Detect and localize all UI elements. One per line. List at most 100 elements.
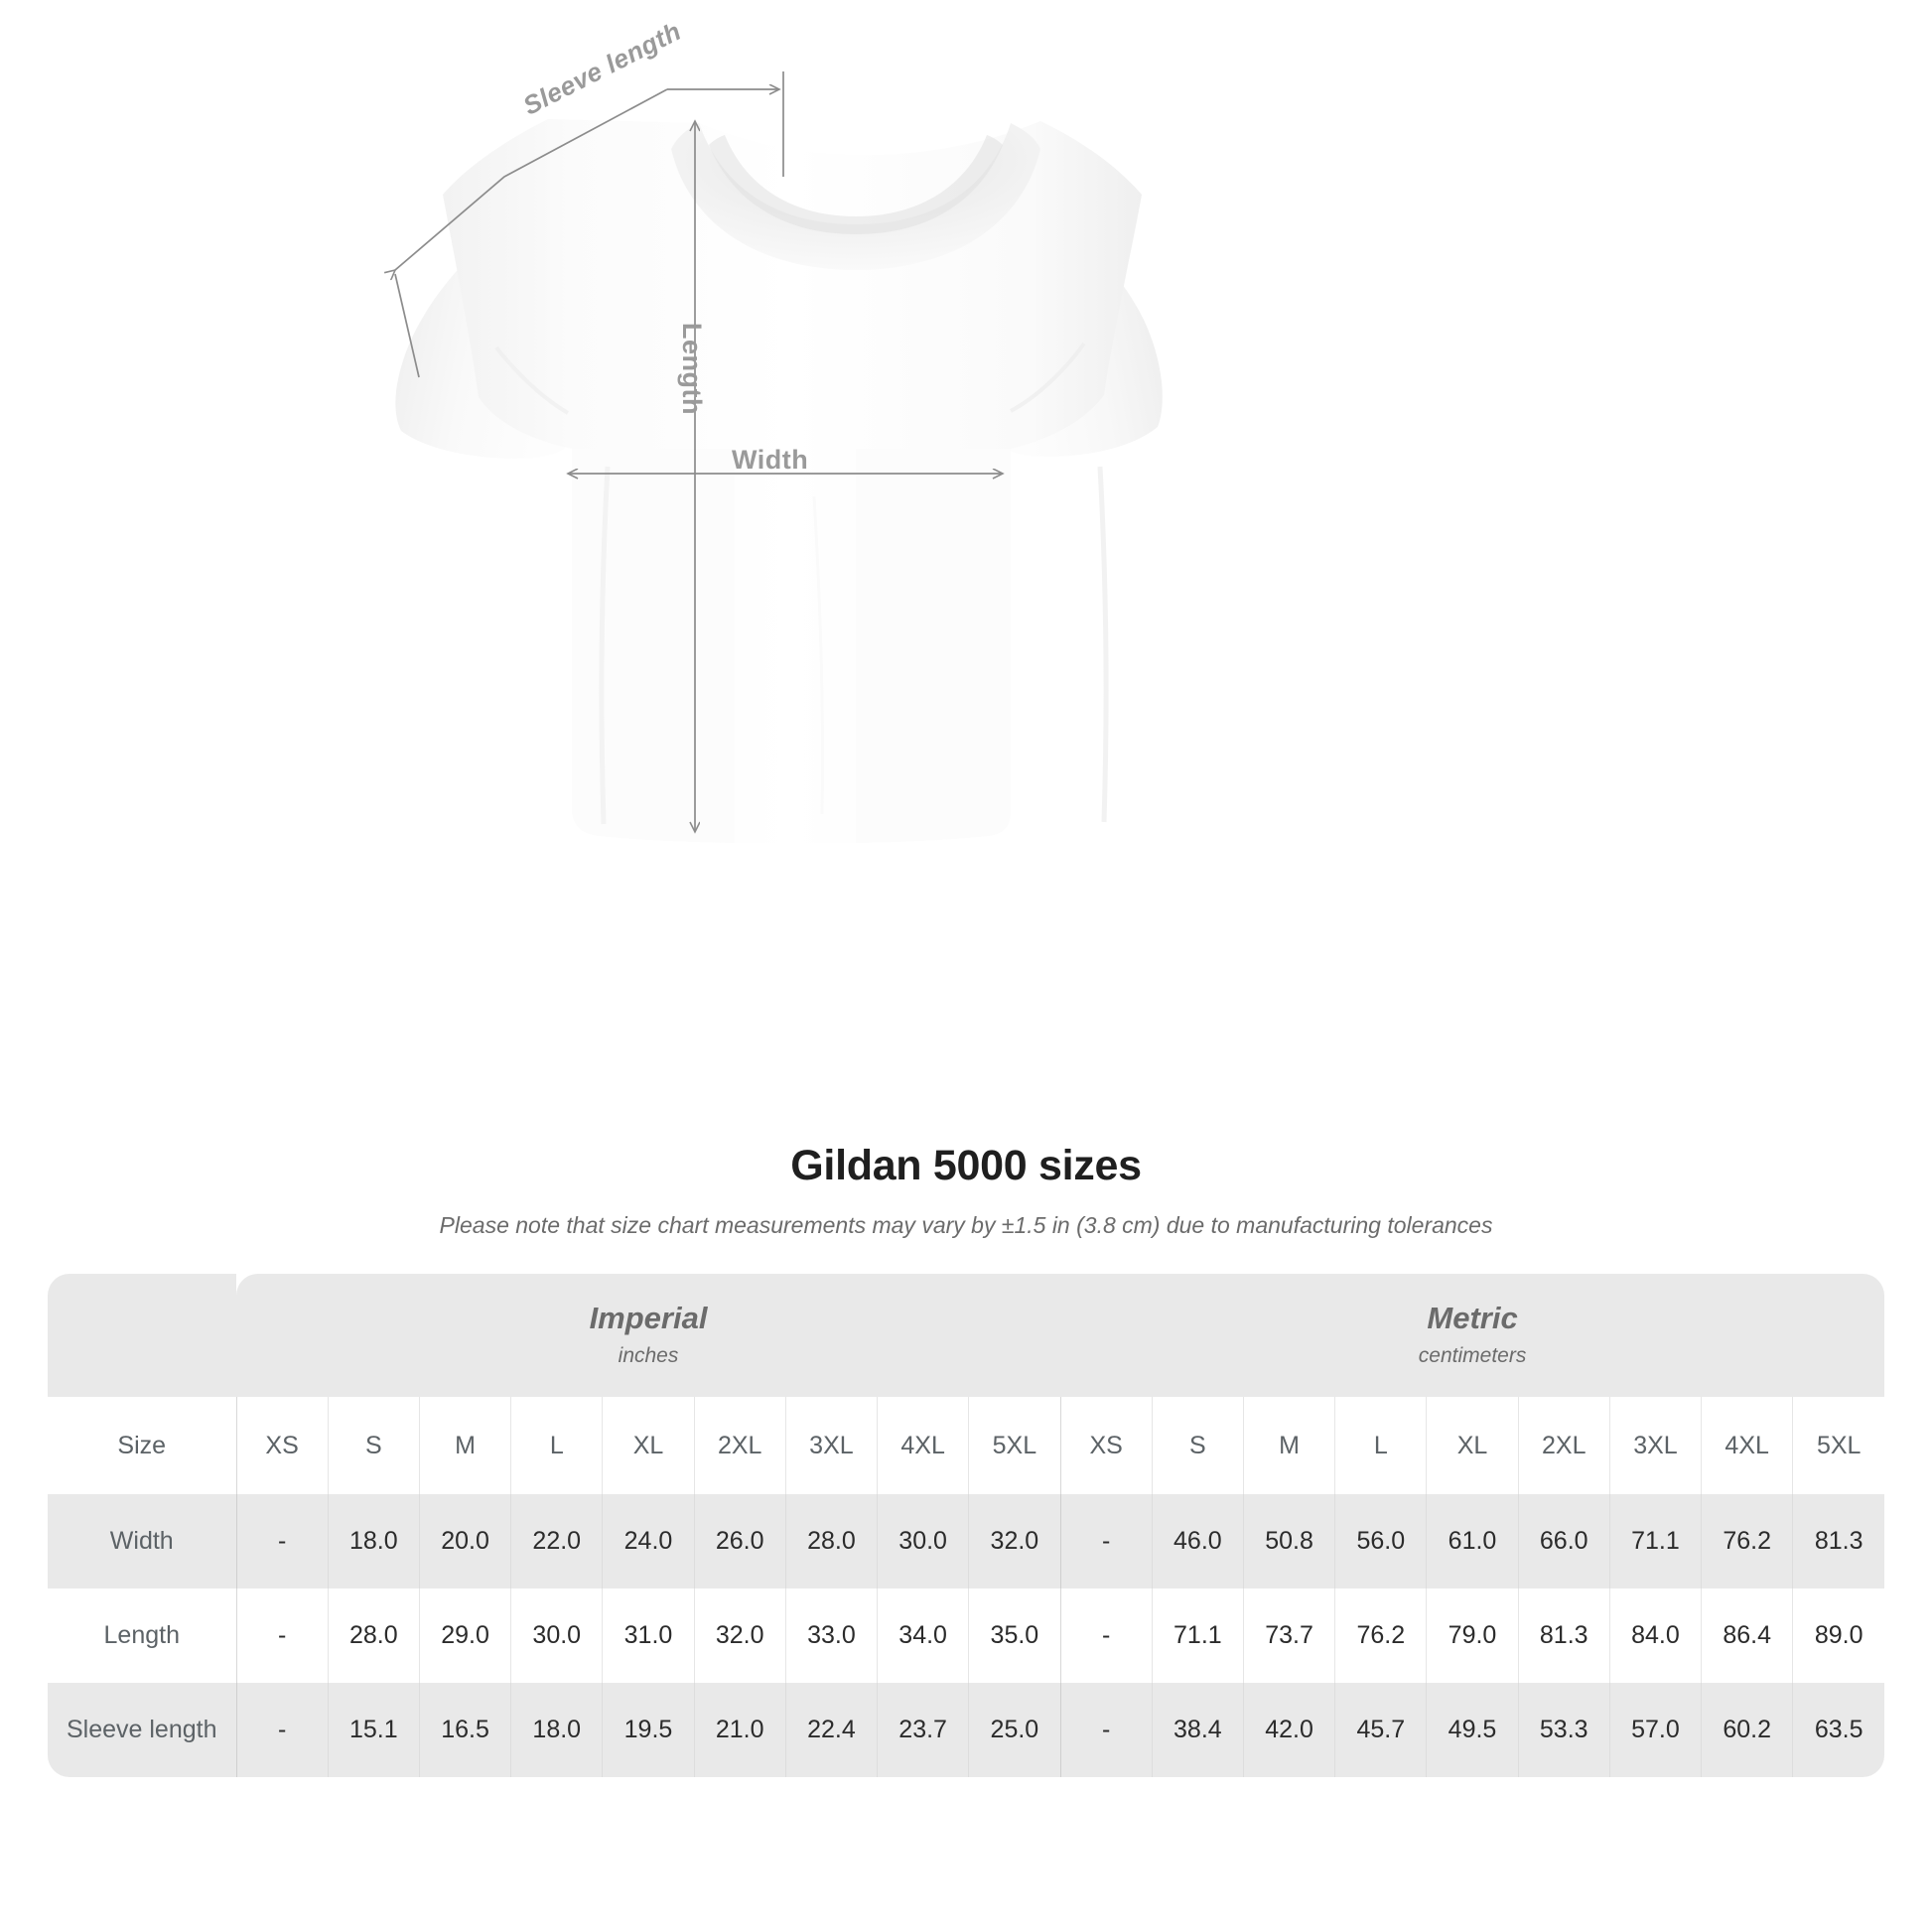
- sleeve-arrow-diagonal: [395, 88, 668, 270]
- size-header-metric-xl: XL: [1426, 1397, 1519, 1494]
- cell-length-imperial-s: 28.0: [327, 1588, 420, 1683]
- row-label-length: Length: [48, 1588, 236, 1683]
- size-header-imperial-xl: XL: [602, 1397, 695, 1494]
- cell-length-imperial-xs: -: [235, 1588, 329, 1683]
- width-label: Width: [732, 445, 809, 475]
- cell-sleeve-length-imperial-3xl: 22.4: [784, 1683, 878, 1777]
- cell-width-metric-5xl: 81.3: [1792, 1494, 1885, 1588]
- cell-length-metric-xl: 79.0: [1426, 1588, 1519, 1683]
- measurement-annotations: [395, 71, 1003, 832]
- page-title: Gildan 5000 sizes: [790, 1142, 1142, 1189]
- cell-width-imperial-4xl: 30.0: [877, 1494, 969, 1588]
- cell-sleeve-length-imperial-l: 18.0: [510, 1683, 603, 1777]
- cell-length-metric-s: 71.1: [1151, 1588, 1244, 1683]
- cell-length-imperial-3xl: 33.0: [784, 1588, 878, 1683]
- cell-width-metric-xl: 61.0: [1426, 1494, 1519, 1588]
- cell-width-imperial-s: 18.0: [327, 1494, 420, 1588]
- unit-sub-metric: centimeters: [1418, 1343, 1527, 1367]
- tolerance-note: Please note that size chart measurements…: [439, 1212, 1493, 1238]
- cell-width-metric-2xl: 66.0: [1517, 1494, 1610, 1588]
- tshirt-diagram: Sleeve length Length Width: [0, 16, 1163, 844]
- size-header-metric-2xl: 2XL: [1517, 1397, 1610, 1494]
- cell-sleeve-length-metric-s: 38.4: [1151, 1683, 1244, 1777]
- cell-length-metric-4xl: 86.4: [1701, 1588, 1793, 1683]
- cell-sleeve-length-metric-xs: -: [1059, 1683, 1153, 1777]
- cell-sleeve-length-imperial-4xl: 23.7: [877, 1683, 969, 1777]
- cell-length-metric-5xl: 89.0: [1792, 1588, 1885, 1683]
- size-header-imperial-m: M: [418, 1397, 511, 1494]
- cell-width-metric-l: 56.0: [1334, 1494, 1427, 1588]
- cell-length-imperial-4xl: 34.0: [877, 1588, 969, 1683]
- unit-name-metric: Metric: [1427, 1301, 1518, 1336]
- length-label: Length: [677, 323, 707, 415]
- shirt-body-shape: [395, 119, 1163, 844]
- cell-sleeve-length-imperial-xl: 19.5: [602, 1683, 695, 1777]
- sleeve-leader: [394, 273, 420, 378]
- cell-width-metric-m: 50.8: [1242, 1494, 1335, 1588]
- cell-length-metric-2xl: 81.3: [1517, 1588, 1610, 1683]
- size-header-label: Size: [48, 1397, 236, 1494]
- cell-sleeve-length-imperial-2xl: 21.0: [693, 1683, 786, 1777]
- cell-width-imperial-xs: -: [235, 1494, 329, 1588]
- cell-width-imperial-5xl: 32.0: [968, 1494, 1061, 1588]
- size-header-metric-m: M: [1242, 1397, 1335, 1494]
- cell-sleeve-length-metric-xl: 49.5: [1426, 1683, 1519, 1777]
- size-header-metric-3xl: 3XL: [1608, 1397, 1702, 1494]
- cell-width-metric-xs: -: [1059, 1494, 1153, 1588]
- cell-width-imperial-xl: 24.0: [602, 1494, 695, 1588]
- unit-sub-imperial: inches: [618, 1343, 679, 1367]
- size-header-metric-l: L: [1334, 1397, 1427, 1494]
- cell-sleeve-length-imperial-s: 15.1: [327, 1683, 420, 1777]
- cell-sleeve-length-metric-5xl: 63.5: [1792, 1683, 1885, 1777]
- cell-sleeve-length-imperial-5xl: 25.0: [968, 1683, 1061, 1777]
- size-header-imperial-xs: XS: [235, 1397, 329, 1494]
- cell-sleeve-length-metric-2xl: 53.3: [1517, 1683, 1610, 1777]
- cell-length-imperial-5xl: 35.0: [968, 1588, 1061, 1683]
- cell-sleeve-length-metric-l: 45.7: [1334, 1683, 1427, 1777]
- unit-header-imperial: Imperial inches: [236, 1274, 1061, 1397]
- cell-width-metric-s: 46.0: [1151, 1494, 1244, 1588]
- size-header-metric-4xl: 4XL: [1701, 1397, 1793, 1494]
- cell-length-imperial-l: 30.0: [510, 1588, 603, 1683]
- cell-width-metric-4xl: 76.2: [1701, 1494, 1793, 1588]
- size-chart-heading: Gildan 5000 sizes Please note that size …: [0, 1142, 1932, 1239]
- cell-length-imperial-2xl: 32.0: [693, 1588, 786, 1683]
- cell-sleeve-length-metric-4xl: 60.2: [1701, 1683, 1793, 1777]
- size-header-imperial-s: S: [327, 1397, 420, 1494]
- size-header-metric-5xl: 5XL: [1792, 1397, 1885, 1494]
- table-row: Width -18.0 20.0 22.0 24.0 26.0 28.0 30.0 32.0-4…: [48, 1494, 1885, 1588]
- size-header-metric-xs: XS: [1059, 1397, 1153, 1494]
- size-table-body: Width -18.0 20.0 22.0 24.0 26.0 28.0 30.0 32.0-4…: [48, 1494, 1885, 1777]
- unit-header-row: Imperial inches Metric centimeters: [48, 1274, 1885, 1397]
- cell-width-metric-3xl: 71.1: [1608, 1494, 1702, 1588]
- size-chart-table-wrap: Imperial inches Metric centimeters Size X…: [48, 1274, 1885, 1777]
- cell-length-imperial-m: 29.0: [418, 1588, 511, 1683]
- size-header-imperial-5xl: 5XL: [968, 1397, 1061, 1494]
- row-label-sleeve-length: Sleeve length: [48, 1683, 236, 1777]
- size-header-imperial-2xl: 2XL: [693, 1397, 786, 1494]
- unit-header-metric: Metric centimeters: [1060, 1274, 1885, 1397]
- cell-width-imperial-l: 22.0: [510, 1494, 603, 1588]
- size-chart-table: Imperial inches Metric centimeters Size X…: [48, 1274, 1885, 1777]
- cell-length-metric-l: 76.2: [1334, 1588, 1427, 1683]
- cell-sleeve-length-metric-3xl: 57.0: [1608, 1683, 1702, 1777]
- size-header-imperial-3xl: 3XL: [784, 1397, 878, 1494]
- unit-header-corner: [48, 1274, 236, 1397]
- size-header-row: Size XS S M L XL 2XL 3XL 4XL 5XL XS S M L XL 2XL 3XL 4XL 5…: [48, 1397, 1885, 1494]
- size-header-imperial-l: L: [510, 1397, 603, 1494]
- tshirt-illustration: [0, 71, 1163, 844]
- cell-width-imperial-m: 20.0: [418, 1494, 511, 1588]
- cell-length-metric-3xl: 84.0: [1608, 1588, 1702, 1683]
- cell-sleeve-length-metric-m: 42.0: [1242, 1683, 1335, 1777]
- cell-sleeve-length-imperial-m: 16.5: [418, 1683, 511, 1777]
- unit-name-imperial: Imperial: [589, 1301, 708, 1336]
- cell-width-imperial-3xl: 28.0: [784, 1494, 878, 1588]
- row-label-width: Width: [48, 1494, 236, 1588]
- cell-length-metric-xs: -: [1059, 1588, 1153, 1683]
- cell-sleeve-length-imperial-xs: -: [235, 1683, 329, 1777]
- cell-length-imperial-xl: 31.0: [602, 1588, 695, 1683]
- size-header-imperial-4xl: 4XL: [877, 1397, 969, 1494]
- cell-width-imperial-2xl: 26.0: [693, 1494, 786, 1588]
- cell-length-metric-m: 73.7: [1242, 1588, 1335, 1683]
- table-row: Length -28.0 29.0 30.0 31.0 32.0 33.0 34.0 35.0-…: [48, 1588, 1885, 1683]
